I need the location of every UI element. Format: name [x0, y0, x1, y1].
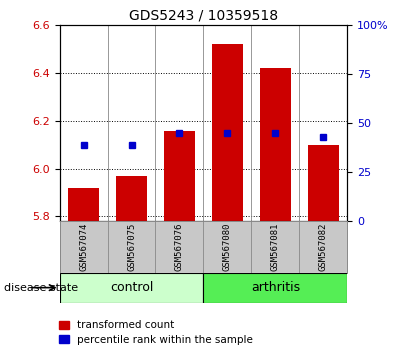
- Text: control: control: [110, 281, 153, 294]
- Bar: [116, 176, 147, 221]
- Bar: [260, 68, 291, 221]
- Legend: transformed count, percentile rank within the sample: transformed count, percentile rank withi…: [55, 316, 257, 349]
- Title: GDS5243 / 10359518: GDS5243 / 10359518: [129, 8, 278, 22]
- Text: GSM567080: GSM567080: [223, 223, 232, 271]
- Text: arthritis: arthritis: [251, 281, 300, 294]
- Bar: [308, 144, 339, 221]
- Text: GSM567082: GSM567082: [319, 223, 328, 271]
- Text: disease state: disease state: [4, 282, 78, 293]
- Bar: [203, 273, 347, 303]
- Text: GSM567074: GSM567074: [79, 223, 88, 271]
- Text: GSM567081: GSM567081: [271, 223, 280, 271]
- Bar: [212, 44, 243, 221]
- Bar: [164, 131, 195, 221]
- Bar: [68, 188, 99, 221]
- Bar: [60, 273, 203, 303]
- Text: GSM567076: GSM567076: [175, 223, 184, 271]
- Text: GSM567075: GSM567075: [127, 223, 136, 271]
